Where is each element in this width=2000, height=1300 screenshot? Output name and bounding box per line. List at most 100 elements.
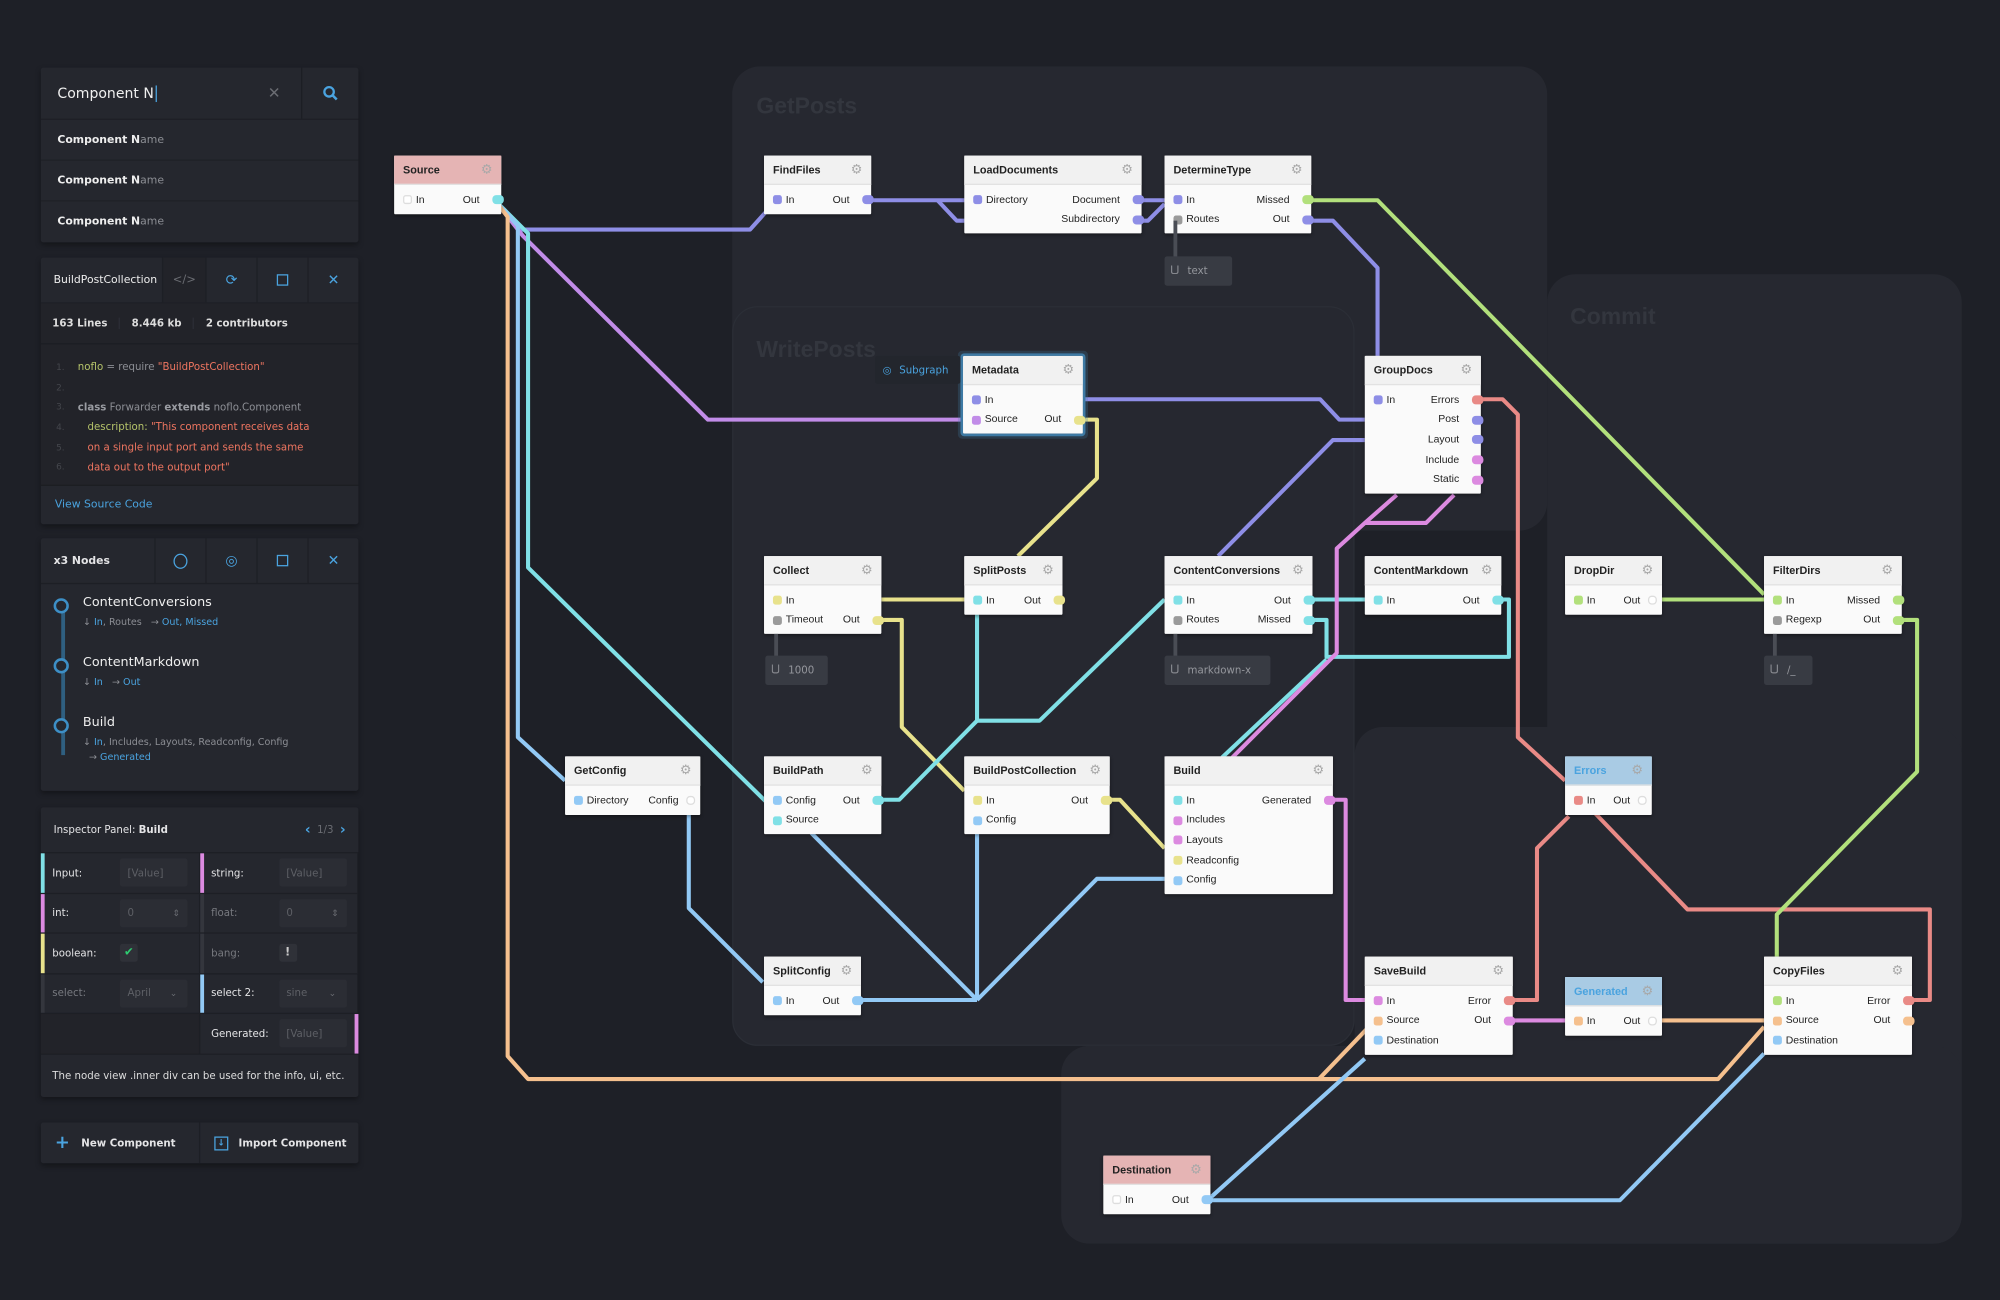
iip-value[interactable]: /_	[1764, 655, 1813, 685]
graph-node[interactable]: Destination ⚙ In Out	[1103, 1155, 1214, 1214]
outport-handle[interactable]	[1302, 215, 1314, 225]
node-header[interactable]: FilterDirs ⚙	[1764, 556, 1902, 586]
graph-node[interactable]: Collect ⚙ In Timeout Out	[764, 556, 884, 635]
node-header[interactable]: DropDir ⚙	[1565, 556, 1662, 586]
node-header[interactable]: Metadata ⚙	[963, 355, 1083, 386]
inport-handle[interactable]	[1373, 996, 1383, 1006]
outport-handle[interactable]	[1647, 1016, 1657, 1026]
text-input[interactable]: [Value]	[119, 858, 188, 887]
boolean-checkbox[interactable]: ✔	[119, 944, 138, 963]
graph-node[interactable]: Errors ⚙ In Out	[1565, 756, 1652, 815]
node-header[interactable]: CopyFiles ⚙	[1764, 956, 1912, 986]
edge-blue[interactable]	[809, 831, 979, 1002]
edge-blue[interactable]	[686, 799, 765, 984]
inport-handle[interactable]	[772, 195, 782, 205]
outport-handle[interactable]	[862, 195, 874, 205]
new-component-button[interactable]: + New Component	[41, 1122, 201, 1164]
outport-handle[interactable]	[1471, 455, 1484, 465]
text-input[interactable]: [Value]	[278, 1019, 347, 1048]
gear-icon[interactable]: ⚙	[1290, 162, 1303, 177]
gear-icon[interactable]: ⚙	[1062, 362, 1074, 377]
node-header[interactable]: ContentConversions ⚙	[1164, 556, 1313, 586]
bang-button[interactable]: !	[278, 944, 297, 963]
inport-handle[interactable]	[1373, 595, 1383, 605]
outport-handle[interactable]	[1132, 215, 1145, 225]
outport-handle[interactable]	[1503, 996, 1516, 1006]
outport-handle[interactable]	[1503, 1016, 1516, 1026]
inport-handle[interactable]	[973, 595, 983, 605]
outport-handle[interactable]	[1471, 415, 1484, 425]
inport-handle[interactable]	[1772, 996, 1782, 1006]
inport-handle[interactable]	[1573, 595, 1583, 605]
import-component-button[interactable]: ↓ Import Component	[200, 1122, 358, 1163]
node-header[interactable]: Destination ⚙	[1103, 1155, 1211, 1185]
inport-handle[interactable]	[1772, 615, 1782, 625]
select-input[interactable]: sine ⌄	[278, 979, 347, 1008]
node-header[interactable]: Build ⚙	[1164, 756, 1333, 786]
gear-icon[interactable]: ⚙	[861, 763, 873, 778]
inport-handle[interactable]	[973, 815, 983, 825]
selected-node-item[interactable]: ContentConversions ↓ In, Routes → Out, Mi…	[41, 584, 359, 644]
text-input[interactable]: [Value]	[278, 858, 347, 887]
node-header[interactable]: Collect ⚙	[764, 556, 882, 586]
inport-handle[interactable]	[1112, 1195, 1122, 1205]
outport-handle[interactable]	[1903, 996, 1915, 1006]
inport-handle[interactable]	[1173, 215, 1183, 225]
edge-salmon[interactable]	[1505, 814, 1571, 1003]
node-header[interactable]: FindFiles ⚙	[764, 155, 872, 185]
node-header[interactable]: SplitPosts ⚙	[964, 556, 1063, 586]
outport-handle[interactable]	[1492, 595, 1504, 605]
outport-handle[interactable]	[1892, 615, 1905, 625]
outport-handle[interactable]	[1303, 595, 1316, 605]
iip-value[interactable]: 1000	[765, 655, 828, 685]
inport-handle[interactable]	[573, 795, 583, 805]
node-header[interactable]: GetConfig ⚙	[565, 756, 701, 786]
inport-handle[interactable]	[772, 615, 782, 625]
node-header[interactable]: DetermineType ⚙	[1164, 155, 1312, 185]
graph-node[interactable]: ContentMarkdown ⚙ In Out	[1364, 556, 1504, 615]
inport-handle[interactable]	[971, 415, 981, 425]
edge-blue[interactable]	[1198, 1052, 1766, 1203]
gear-icon[interactable]: ⚙	[1891, 963, 1904, 978]
clear-search-icon[interactable]: ✕	[267, 84, 281, 103]
edge-green[interactable]	[1774, 617, 1920, 957]
number-input[interactable]: 0 ⇕	[119, 898, 188, 927]
inport-handle[interactable]	[772, 996, 782, 1006]
edge-magenta[interactable]	[1364, 493, 1456, 525]
refresh-button[interactable]: ⟳	[205, 257, 256, 303]
inport-handle[interactable]	[772, 795, 782, 805]
iip-value[interactable]: text	[1164, 256, 1233, 286]
select-input[interactable]: April ⌄	[119, 979, 188, 1008]
graph-node[interactable]: GroupDocs ⚙ In Errors Post Layout Include Stati…	[1364, 355, 1484, 495]
node-header[interactable]: BuildPostCollection ⚙	[964, 756, 1110, 786]
gear-icon[interactable]: ⚙	[1089, 763, 1101, 778]
gear-icon[interactable]: ⚙	[1492, 963, 1504, 978]
outport-handle[interactable]	[1100, 795, 1113, 805]
inport-handle[interactable]	[1173, 195, 1183, 205]
gear-icon[interactable]: ⚙	[850, 162, 863, 177]
node-header[interactable]: SaveBuild ⚙	[1364, 956, 1513, 986]
inport-handle[interactable]	[1772, 1016, 1782, 1026]
inport-handle[interactable]	[1173, 795, 1183, 805]
search-input[interactable]: Component N ✕	[41, 68, 301, 119]
inport-handle[interactable]	[772, 595, 782, 605]
inport-handle[interactable]	[973, 795, 983, 805]
number-input[interactable]: 0 ⇕	[278, 898, 347, 927]
maximize-button[interactable]	[256, 538, 307, 583]
inport-handle[interactable]	[1173, 815, 1183, 825]
graph-node[interactable]: FindFiles ⚙ In Out	[764, 155, 874, 214]
outport-handle[interactable]	[1323, 795, 1336, 805]
node-header[interactable]: Generated ⚙	[1565, 977, 1662, 1007]
gear-icon[interactable]: ⚙	[679, 763, 692, 778]
edge-cyan[interactable]	[1306, 597, 1511, 659]
inport-handle[interactable]	[1173, 835, 1183, 845]
selected-node-item[interactable]: ContentMarkdown ↓ In → Out	[41, 644, 359, 704]
gear-icon[interactable]: ⚙	[1121, 162, 1133, 177]
stepper-icon[interactable]: ⇕	[331, 907, 339, 919]
prev-page-button[interactable]: ‹	[304, 821, 311, 839]
iip-value[interactable]: markdown-x	[1164, 655, 1271, 685]
outport-handle[interactable]	[492, 195, 504, 205]
outport-handle[interactable]	[1903, 1016, 1915, 1026]
